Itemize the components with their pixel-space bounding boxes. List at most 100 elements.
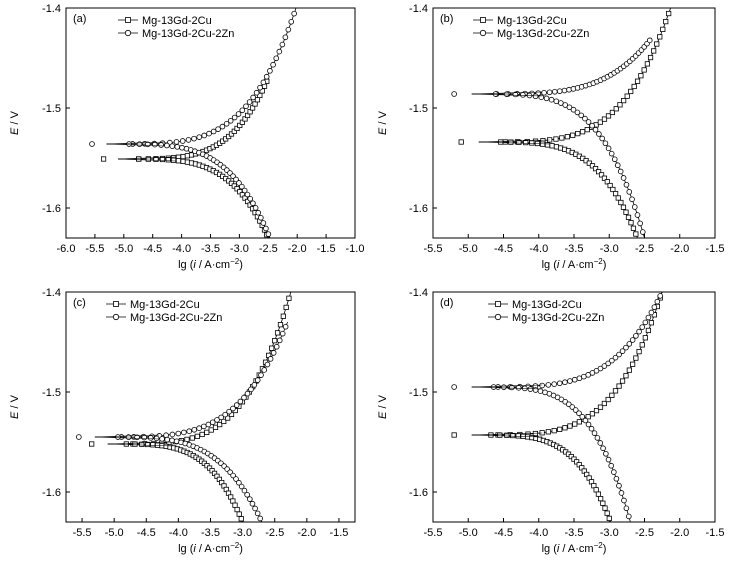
series-Mg-13Gd-2Cu-2Zn (451, 292, 664, 522)
x-axis-label-prefix: lg ( (178, 259, 194, 271)
y-axis-label: E / V (9, 394, 21, 419)
data-point (132, 441, 138, 447)
data-point (639, 229, 646, 235)
legend-entry: Mg-13Gd-2Cu-2Zn (512, 312, 604, 324)
data-point (250, 94, 256, 101)
data-point (239, 107, 246, 114)
panel-d: -5.5 -5.0 -4.5 -4.0 -3.5 -3.0 -2.5 -2.0 -1.5 -1.4… (377, 287, 724, 555)
data-point (548, 96, 555, 103)
data-point (169, 437, 175, 444)
data-point (639, 342, 645, 348)
panel-label: (a) (73, 13, 86, 25)
data-point (159, 436, 165, 442)
data-point (512, 91, 519, 98)
data-point (147, 435, 154, 441)
data-point (254, 510, 261, 517)
data-point (595, 491, 602, 497)
data-point (605, 145, 612, 152)
x-tick-label: -2.5 (265, 527, 284, 539)
data-point (615, 195, 621, 201)
data-point (150, 442, 156, 448)
x-axis-label: lg (i / A·cm−2) (178, 257, 243, 271)
data-point (630, 361, 636, 367)
x-axis-label-i: i (557, 259, 560, 271)
data-point (205, 421, 212, 428)
data-point (582, 115, 588, 122)
data-point (228, 180, 235, 186)
data-point (576, 419, 582, 425)
data-point (578, 112, 585, 119)
data-point (218, 414, 224, 421)
data-point (239, 183, 245, 190)
series-Mg-13Gd-2Cu-2Zn (89, 8, 297, 238)
data-point (593, 407, 600, 414)
data-point (641, 67, 647, 73)
data-point (616, 351, 622, 358)
plot-area (76, 292, 292, 522)
data-point (579, 129, 586, 135)
data-point (291, 10, 297, 17)
data-point (490, 384, 497, 390)
data-point (596, 131, 602, 137)
data-point (145, 156, 151, 162)
x-axis-label-close: ) (239, 259, 243, 271)
data-point (236, 511, 242, 517)
x-tick-label: -3.5 (565, 243, 584, 255)
data-point (644, 61, 650, 67)
data-point (180, 153, 186, 160)
x-axis-label-i: i (193, 259, 196, 271)
y-axis-label-unit: / V (9, 110, 21, 127)
data-point (227, 117, 234, 124)
y-axis-label-E: E (9, 411, 21, 419)
x-axis-label-prefix: lg ( (542, 259, 558, 271)
data-point (634, 78, 641, 84)
data-point (123, 441, 129, 447)
data-point (286, 295, 292, 301)
data-point (503, 91, 510, 97)
data-point (549, 143, 555, 149)
x-axis-label-close: ) (603, 543, 607, 555)
ecorr-line (107, 441, 172, 445)
data-point (616, 482, 622, 489)
data-point (572, 407, 579, 413)
data-point (621, 497, 627, 504)
data-point (609, 392, 615, 398)
data-point (601, 400, 607, 407)
data-point (217, 421, 223, 428)
data-point (164, 142, 170, 149)
x-axis-label: lg (i / A·cm−2) (542, 257, 607, 271)
data-point (553, 98, 560, 105)
data-point (508, 139, 514, 145)
data-point (619, 378, 626, 384)
data-point (196, 425, 202, 431)
ecorr-line (478, 139, 550, 143)
data-point (276, 337, 283, 344)
data-point (621, 98, 627, 104)
data-point (570, 106, 577, 113)
data-point (248, 386, 254, 393)
data-point (657, 34, 663, 40)
data-point (576, 410, 582, 417)
data-point (523, 139, 529, 146)
data-point (89, 441, 95, 447)
data-point (545, 429, 551, 435)
y-axis-label-E: E (377, 411, 389, 419)
data-point (219, 123, 226, 130)
data-point (515, 433, 521, 439)
data-point (244, 191, 251, 198)
data-point (594, 435, 601, 441)
data-point (210, 128, 217, 135)
data-point (241, 394, 247, 401)
data-point (605, 360, 611, 367)
data-point (589, 411, 596, 417)
data-point (184, 153, 191, 159)
data-point (152, 141, 158, 148)
ecorr-line (94, 434, 160, 438)
data-point (169, 431, 176, 438)
legend-entry: Mg-13Gd-2Cu-2Zn (130, 312, 222, 324)
data-point (604, 510, 610, 516)
data-point (516, 139, 522, 145)
x-tick-label: -2.5 (635, 527, 654, 539)
x-axis-label-close: ) (239, 543, 243, 555)
